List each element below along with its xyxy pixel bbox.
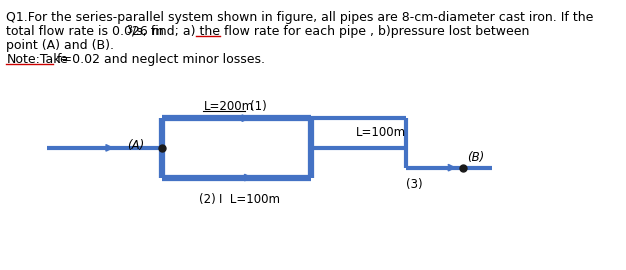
Text: I  L=100m: I L=100m	[219, 193, 280, 206]
Text: L=100m: L=100m	[356, 126, 406, 139]
Text: (A): (A)	[128, 139, 145, 152]
Text: Note:Take: Note:Take	[6, 53, 68, 66]
Text: (1): (1)	[250, 100, 267, 113]
Text: 3: 3	[126, 25, 133, 35]
Text: (2): (2)	[199, 193, 216, 206]
Text: (B): (B)	[466, 151, 484, 164]
Text: (3): (3)	[406, 178, 422, 191]
Text: Q1.For the series-parallel system shown in figure, all pipes are 8-cm-diameter c: Q1.For the series-parallel system shown …	[6, 11, 593, 24]
Text: f=0.02 and neglect minor losses.: f=0.02 and neglect minor losses.	[53, 53, 265, 66]
Text: /s, find; a) the flow rate for each pipe , b)pressure lost between: /s, find; a) the flow rate for each pipe…	[131, 25, 529, 38]
Text: total flow rate is 0.026 m: total flow rate is 0.026 m	[6, 25, 164, 38]
Text: L=200m: L=200m	[203, 100, 254, 113]
Text: point (A) and (B).: point (A) and (B).	[6, 39, 115, 52]
